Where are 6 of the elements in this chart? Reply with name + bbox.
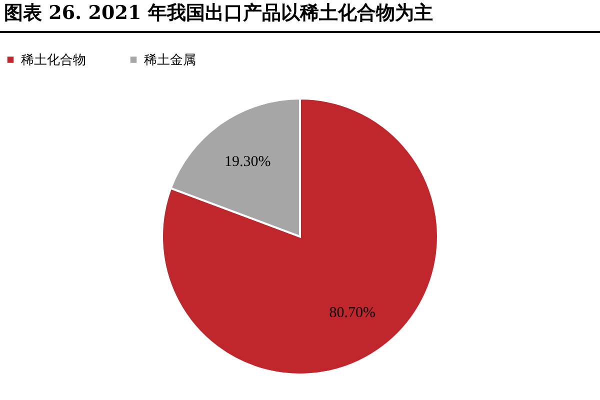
data-label: 80.70% <box>329 305 376 322</box>
data-label: 19.30% <box>224 154 271 170</box>
legend-label: 稀土化合物 <box>21 52 86 68</box>
pie-slice <box>161 98 439 376</box>
legend-label: 稀土金属 <box>144 52 196 68</box>
chart-title: 图表 26. 2021 年我国出口产品以稀土化合物为主 <box>4 2 433 24</box>
